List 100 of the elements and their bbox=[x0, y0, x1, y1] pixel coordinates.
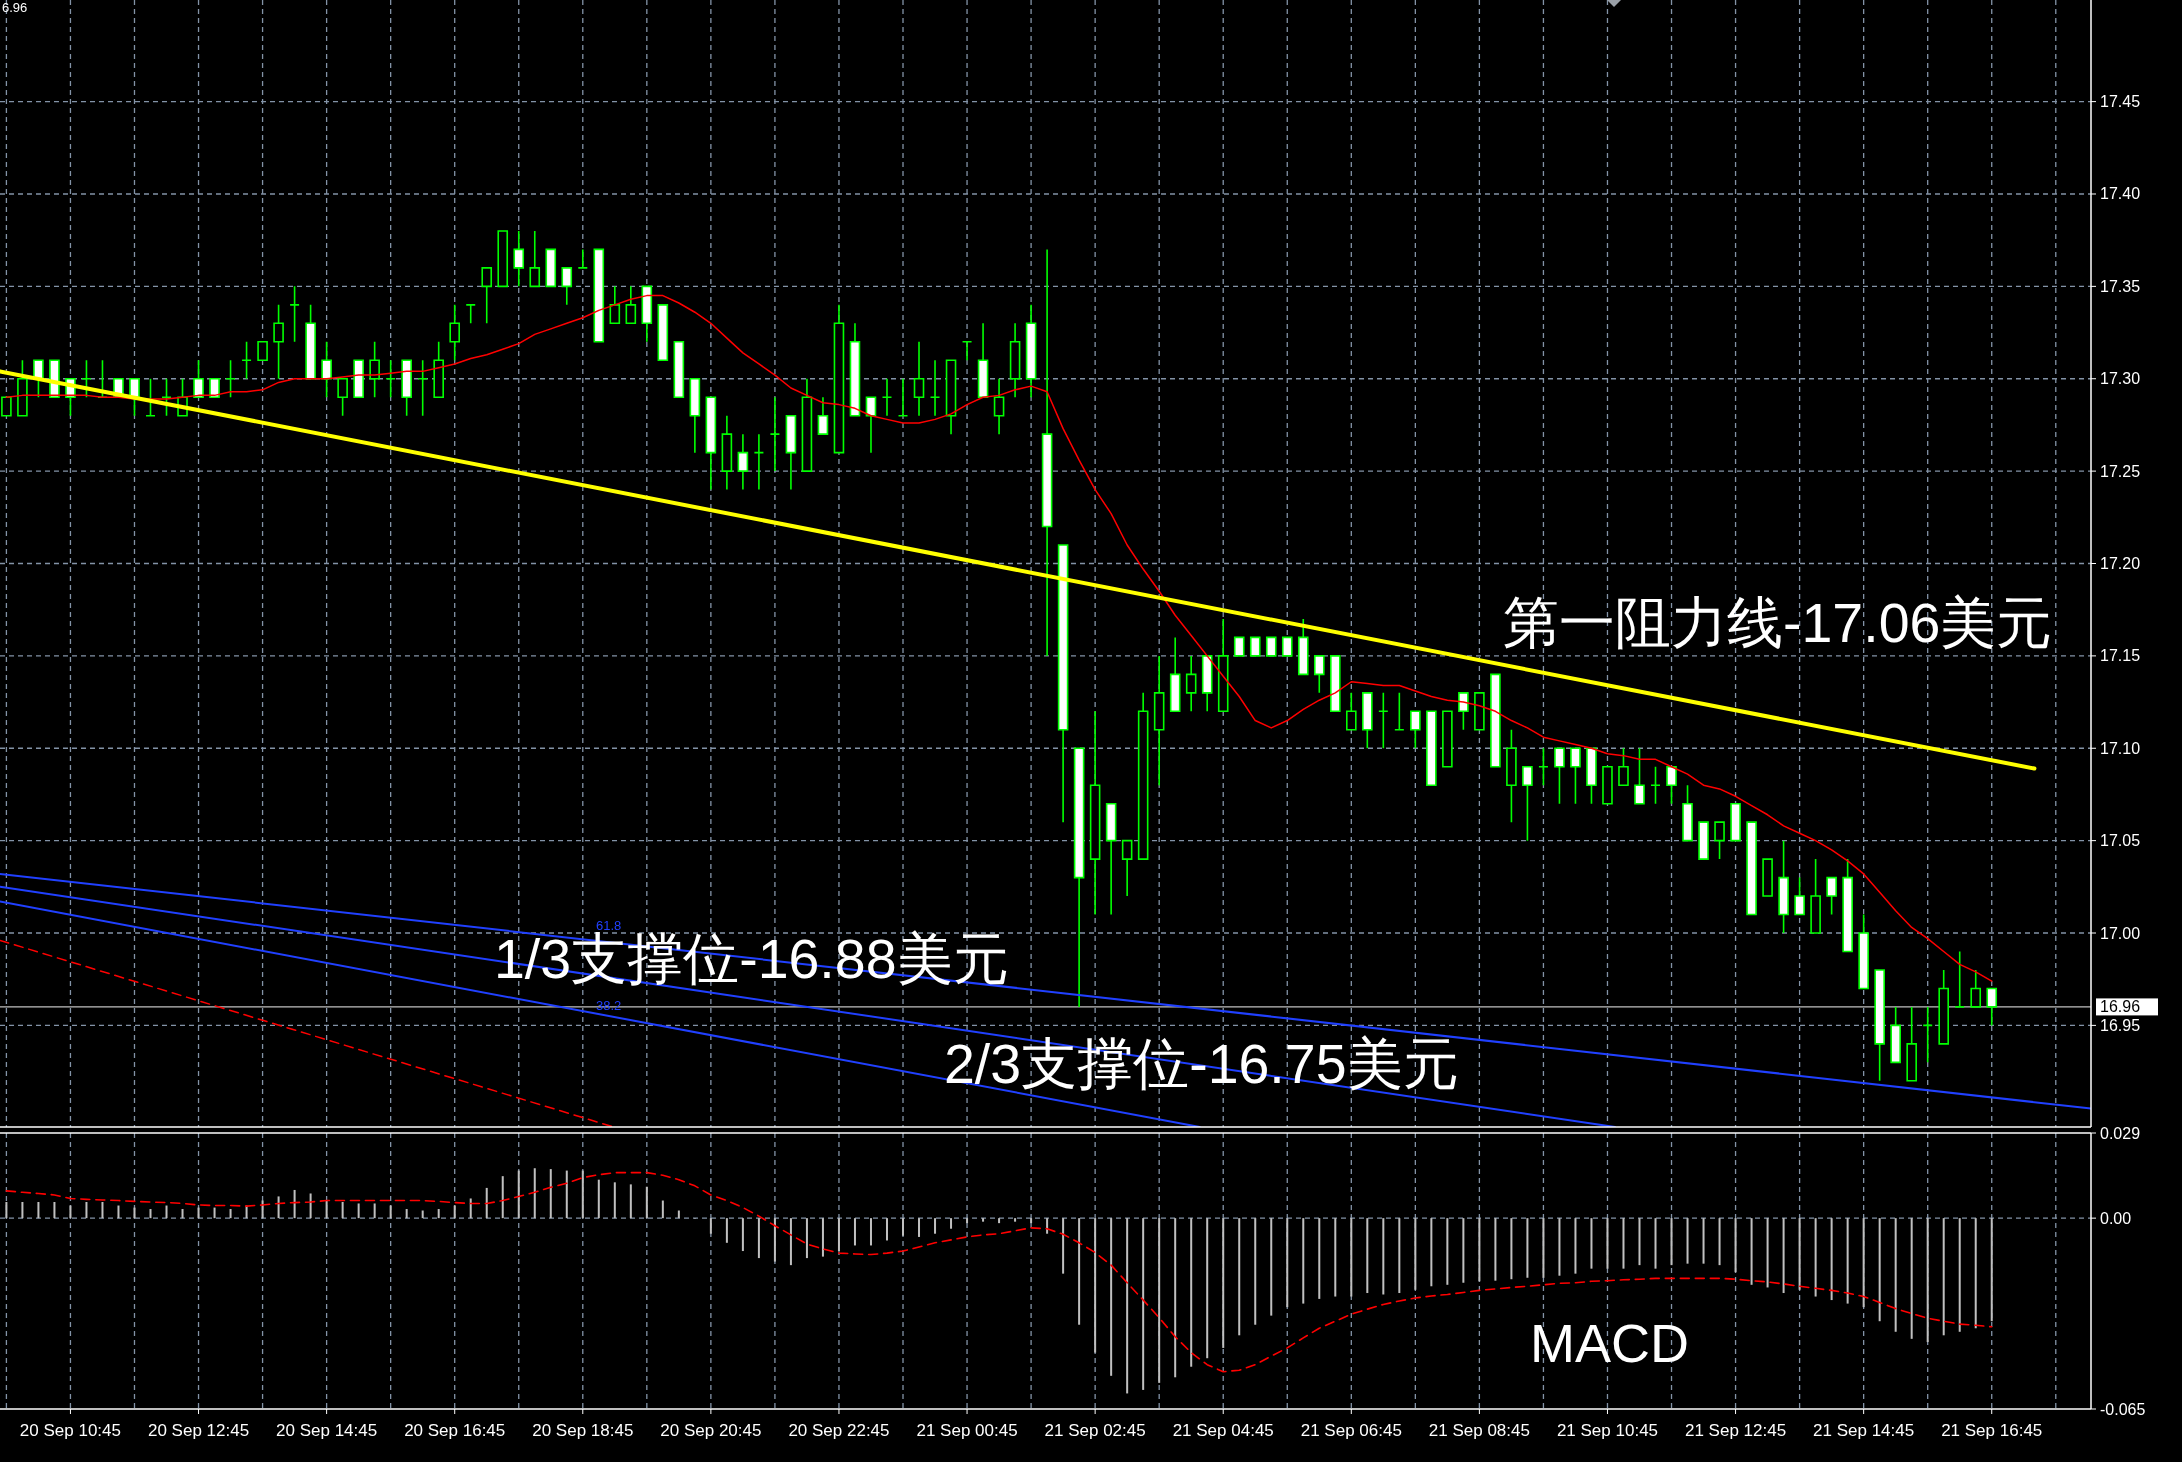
candlestick bbox=[849, 322, 861, 417]
candlestick bbox=[401, 359, 412, 417]
bar bbox=[1846, 1218, 1849, 1304]
bar bbox=[757, 1218, 760, 1259]
candlestick bbox=[673, 341, 685, 399]
bar bbox=[517, 1170, 520, 1219]
candlestick bbox=[1249, 636, 1261, 657]
bar bbox=[149, 1209, 152, 1219]
bar bbox=[533, 1168, 536, 1219]
bar bbox=[885, 1218, 888, 1241]
candlestick bbox=[1137, 692, 1149, 860]
candlestick bbox=[961, 341, 973, 362]
candlestick bbox=[721, 414, 733, 491]
x-tick-label: 20 Sep 10:45 bbox=[19, 1420, 122, 1440]
bar bbox=[805, 1218, 808, 1259]
candlestick bbox=[433, 341, 444, 399]
bar bbox=[453, 1205, 456, 1219]
bar bbox=[966, 1218, 969, 1224]
bar bbox=[645, 1186, 648, 1219]
bar bbox=[53, 1202, 56, 1219]
annotation: 第一阻力线-17.06美元 bbox=[1503, 592, 2053, 654]
bar bbox=[1062, 1218, 1065, 1274]
candlestick bbox=[225, 359, 236, 399]
candlestick bbox=[1762, 858, 1773, 897]
candlestick bbox=[257, 341, 268, 362]
bar bbox=[1878, 1218, 1881, 1322]
candlestick bbox=[337, 377, 348, 417]
candlestick bbox=[561, 267, 573, 306]
candlestick bbox=[385, 359, 396, 399]
candlestick bbox=[1057, 544, 1069, 823]
candlestick bbox=[1442, 710, 1453, 768]
x-tick-label: 20 Sep 20:45 bbox=[660, 1420, 762, 1440]
bar bbox=[277, 1196, 280, 1219]
bar bbox=[725, 1218, 728, 1243]
bar bbox=[1414, 1218, 1417, 1290]
bar bbox=[1590, 1218, 1593, 1269]
bar bbox=[1942, 1218, 1945, 1336]
x-tick-label: 20 Sep 22:45 bbox=[788, 1420, 890, 1440]
bar bbox=[341, 1202, 344, 1219]
candlestick bbox=[1730, 802, 1741, 842]
candlestick bbox=[353, 359, 364, 399]
bar bbox=[613, 1182, 616, 1219]
y-tick-label: 17.25 bbox=[2100, 462, 2141, 480]
bar bbox=[1366, 1218, 1369, 1294]
bar bbox=[293, 1189, 296, 1219]
bar bbox=[1126, 1218, 1129, 1394]
bar bbox=[1254, 1218, 1257, 1325]
candlestick bbox=[1426, 710, 1437, 786]
candlestick bbox=[1265, 636, 1277, 657]
bar bbox=[357, 1203, 360, 1219]
candlestick bbox=[1602, 765, 1613, 805]
bar bbox=[982, 1218, 985, 1222]
candlestick bbox=[161, 377, 172, 417]
bar bbox=[1574, 1218, 1577, 1274]
bar bbox=[837, 1218, 840, 1252]
candlestick bbox=[593, 248, 605, 343]
candlestick bbox=[1746, 821, 1757, 916]
bar bbox=[85, 1202, 88, 1219]
ref-line-label: 16.96 bbox=[2100, 998, 2141, 1016]
candlestick bbox=[1906, 1006, 1917, 1082]
bar bbox=[165, 1205, 168, 1219]
bar bbox=[37, 1202, 40, 1219]
bar bbox=[1798, 1218, 1801, 1290]
bar bbox=[918, 1218, 921, 1237]
bar bbox=[1334, 1218, 1337, 1297]
bar bbox=[1302, 1218, 1305, 1304]
candlestick bbox=[1281, 636, 1293, 657]
candlestick bbox=[641, 285, 653, 343]
x-tick-label: 21 Sep 08:45 bbox=[1428, 1420, 1530, 1440]
candlestick bbox=[1682, 784, 1693, 842]
candlestick bbox=[1538, 747, 1549, 786]
candlestick bbox=[753, 433, 765, 491]
bar bbox=[549, 1169, 552, 1219]
y-tick-label: 17.05 bbox=[2100, 832, 2141, 850]
bar bbox=[69, 1205, 72, 1219]
bar bbox=[1478, 1218, 1481, 1282]
candlestick bbox=[1522, 765, 1533, 842]
bar bbox=[1318, 1218, 1321, 1299]
y-tick-label: 0.00 bbox=[2100, 1209, 2132, 1227]
y-tick-label: 17.10 bbox=[2100, 739, 2141, 757]
candlestick bbox=[897, 377, 909, 417]
candlestick bbox=[657, 304, 669, 362]
candlestick bbox=[209, 377, 220, 399]
candlestick bbox=[529, 230, 541, 288]
bar bbox=[437, 1209, 440, 1219]
candlestick bbox=[929, 359, 941, 417]
bar bbox=[1430, 1218, 1433, 1287]
bar bbox=[1094, 1218, 1097, 1353]
bar bbox=[1350, 1218, 1353, 1297]
candlestick bbox=[945, 359, 957, 435]
bar bbox=[1270, 1218, 1273, 1316]
bar bbox=[1862, 1218, 1865, 1308]
candlestick bbox=[193, 359, 204, 399]
bar bbox=[1078, 1218, 1081, 1325]
bar bbox=[197, 1207, 200, 1219]
x-tick-label: 21 Sep 00:45 bbox=[916, 1420, 1018, 1440]
bar bbox=[1974, 1218, 1977, 1329]
bar bbox=[101, 1202, 104, 1219]
bar bbox=[1526, 1218, 1529, 1278]
x-tick-label: 20 Sep 14:45 bbox=[276, 1420, 378, 1440]
